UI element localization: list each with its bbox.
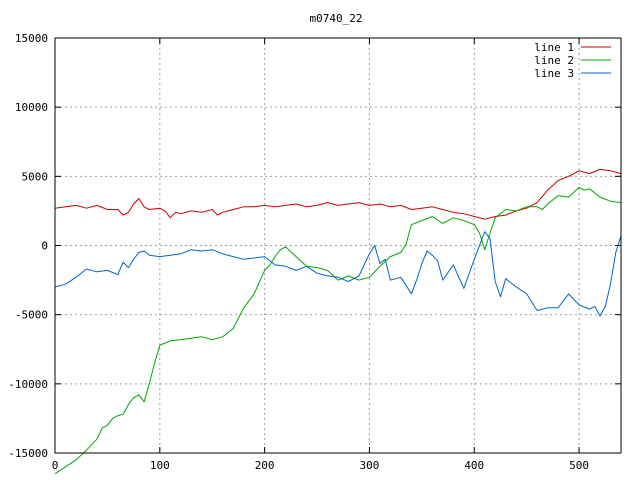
x-tick-label-4: 400 xyxy=(464,459,484,472)
series-line-3 xyxy=(54,231,622,317)
x-tick-label-5: 500 xyxy=(569,459,589,472)
x-ticks: 0 100 200 300 400 500 xyxy=(52,38,589,472)
y-tick-label-4: 5000 xyxy=(22,170,49,183)
series-lines xyxy=(54,168,622,475)
x-tick-label-1: 100 xyxy=(150,459,170,472)
y-tick-label-6: 15000 xyxy=(15,32,48,45)
y-tick-label-1: -10000 xyxy=(8,378,48,391)
legend-label-2: line 2 xyxy=(534,54,574,67)
y-tick-label-3: 0 xyxy=(41,240,48,253)
y-tick-label-5: 10000 xyxy=(15,101,48,114)
y-tick-label-2: -5000 xyxy=(15,309,48,322)
series-line-1 xyxy=(54,168,622,220)
grid xyxy=(55,38,621,453)
series-line-2 xyxy=(54,186,622,475)
legend-label-3: line 3 xyxy=(534,67,574,80)
x-tick-label-0: 0 xyxy=(52,459,59,472)
legend-label-1: line 1 xyxy=(534,41,574,54)
y-ticks: -15000 -10000 -5000 0 5000 10000 15000 xyxy=(8,32,621,460)
chart-title: m0740_22 xyxy=(310,12,363,25)
x-tick-label-3: 300 xyxy=(360,459,380,472)
y-tick-label-0: -15000 xyxy=(8,447,48,460)
x-tick-label-2: 200 xyxy=(255,459,275,472)
